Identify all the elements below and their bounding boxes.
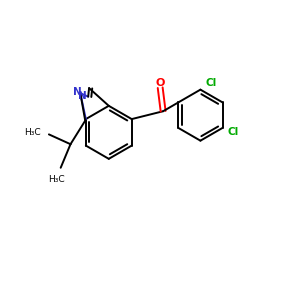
- Text: N: N: [73, 87, 82, 97]
- Text: H₃C: H₃C: [49, 175, 65, 184]
- Text: O: O: [155, 78, 165, 88]
- Text: Cl: Cl: [227, 127, 239, 137]
- Text: H₃C: H₃C: [24, 128, 41, 137]
- Text: N: N: [78, 91, 87, 101]
- Text: Cl: Cl: [205, 78, 217, 88]
